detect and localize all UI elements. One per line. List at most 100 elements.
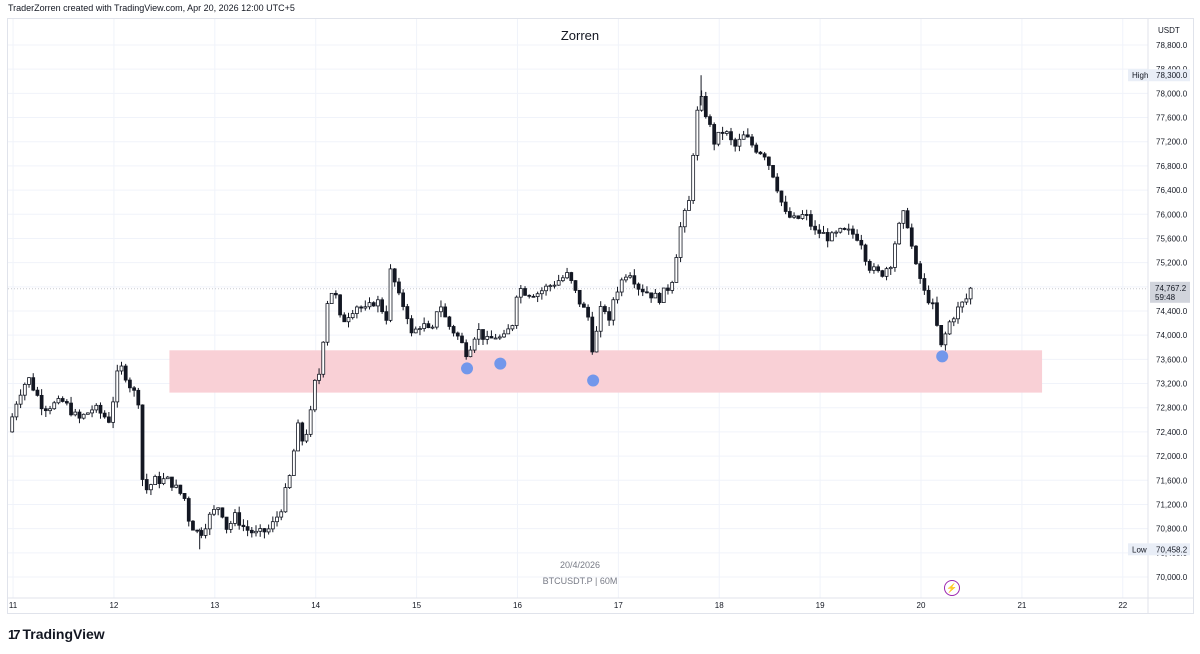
candle-body xyxy=(514,296,519,326)
candle-body xyxy=(94,404,99,411)
candle-body xyxy=(594,330,599,353)
candle-body xyxy=(485,336,490,340)
candle-body xyxy=(52,402,57,410)
candle-body xyxy=(69,402,73,416)
candle-body xyxy=(817,229,822,234)
candle-body xyxy=(628,275,632,278)
candle-body xyxy=(905,210,910,229)
candle-body xyxy=(729,131,733,141)
candle-body xyxy=(867,260,872,271)
candle-body xyxy=(228,523,233,530)
candle-body xyxy=(359,306,363,309)
candle-body xyxy=(825,232,830,242)
candle-body xyxy=(350,313,355,319)
candle-body xyxy=(758,151,763,155)
candle-body xyxy=(464,342,469,358)
candle-body xyxy=(821,232,826,234)
candle-body xyxy=(170,476,174,488)
candle-body xyxy=(880,270,885,277)
candle-body xyxy=(762,153,767,158)
bolt-icon[interactable]: ⚡ xyxy=(944,580,960,596)
candle-body xyxy=(43,408,48,412)
candle-body xyxy=(287,475,292,489)
candle-body xyxy=(846,228,851,231)
candle-body xyxy=(653,292,658,299)
candle-body xyxy=(317,373,321,381)
candle-body xyxy=(582,303,586,308)
candle-body xyxy=(809,214,813,227)
y-tick-label: 70,000.0 xyxy=(1156,573,1188,582)
candle-body xyxy=(775,176,780,192)
candle-body xyxy=(720,131,725,134)
candle-body xyxy=(98,404,103,414)
x-tick-label: 12 xyxy=(109,601,118,610)
candle-body xyxy=(695,109,700,156)
candle-body xyxy=(804,214,809,216)
candle-body xyxy=(18,394,23,405)
candle-body xyxy=(884,268,889,277)
candle-body xyxy=(691,154,696,201)
candle-body xyxy=(325,303,330,343)
candle-body xyxy=(107,416,111,423)
candle-body xyxy=(712,124,717,145)
y-tick-label: 73,600.0 xyxy=(1156,355,1188,364)
watermark-date: 20/4/2026 xyxy=(559,560,601,570)
candle-body xyxy=(418,328,422,330)
support-zone xyxy=(169,350,1043,393)
candle-body xyxy=(77,411,82,419)
candle-body xyxy=(182,493,187,499)
candle-body xyxy=(35,389,40,396)
candle-body xyxy=(598,306,603,332)
logo-mark-icon: 17 xyxy=(8,626,21,642)
candle-body xyxy=(31,377,36,391)
candle-body xyxy=(909,227,914,247)
candle-body xyxy=(745,134,750,138)
candle-body xyxy=(535,293,540,298)
x-tick-label: 19 xyxy=(816,601,825,610)
candle-body xyxy=(611,299,616,321)
candle-body xyxy=(283,487,288,513)
y-tick-label: 76,800.0 xyxy=(1156,162,1188,171)
candle-body xyxy=(346,317,351,323)
candle-body xyxy=(451,326,456,334)
candle-body xyxy=(308,409,313,435)
candle-body xyxy=(670,282,675,291)
y-tick-label: 74,400.0 xyxy=(1156,307,1188,316)
candle-body xyxy=(506,328,511,335)
candle-body xyxy=(409,318,414,334)
candle-body xyxy=(649,292,654,299)
candle-body xyxy=(245,526,250,531)
candle-body xyxy=(233,512,237,524)
credit-line: TraderZorren created with TradingView.co… xyxy=(8,3,295,13)
candle-body xyxy=(640,288,645,293)
candle-body xyxy=(800,214,805,219)
candle-body xyxy=(590,316,595,353)
candle-body xyxy=(178,484,183,494)
candle-body xyxy=(859,239,864,246)
x-tick-label: 21 xyxy=(1017,601,1026,610)
candle-body xyxy=(792,215,796,218)
candle-body xyxy=(539,290,544,295)
x-tick-label: 20 xyxy=(917,601,926,610)
candle-body xyxy=(527,294,532,297)
candle-body xyxy=(195,529,200,532)
candle-body xyxy=(943,333,948,346)
candle-body xyxy=(737,138,742,147)
candle-body xyxy=(224,516,229,530)
candle-body xyxy=(258,528,263,532)
candle-body xyxy=(157,476,162,485)
x-tick-label: 13 xyxy=(210,601,219,610)
current-price-badge xyxy=(1150,281,1190,303)
candle-body xyxy=(893,243,897,268)
tradingview-logo[interactable]: 17 TradingView xyxy=(8,626,105,642)
x-tick-label: 15 xyxy=(412,601,421,610)
candle-body xyxy=(573,280,578,291)
candle-body xyxy=(716,131,721,145)
y-tick-label: 76,000.0 xyxy=(1156,210,1188,219)
candle-body xyxy=(754,144,759,153)
candle-body xyxy=(741,134,746,140)
candle-body xyxy=(687,200,691,211)
candle-body xyxy=(472,338,477,351)
x-tick-label: 11 xyxy=(9,601,18,610)
